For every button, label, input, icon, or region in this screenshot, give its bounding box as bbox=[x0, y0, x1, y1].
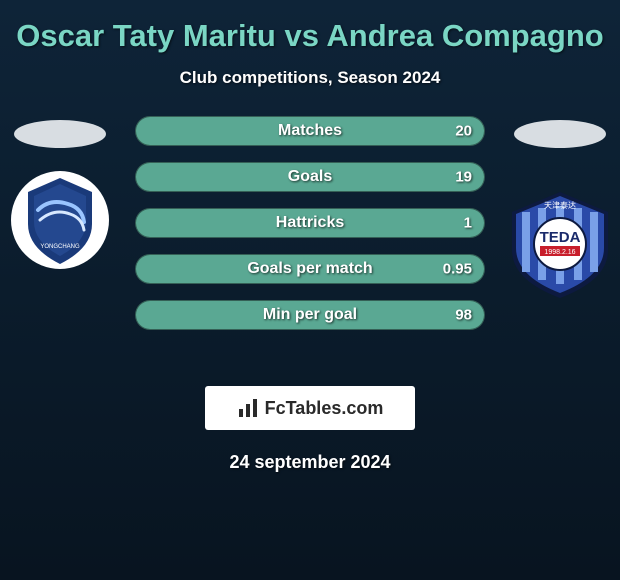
branding-icon bbox=[237, 397, 259, 419]
player-left-slot: YONGCHANG bbox=[10, 120, 110, 270]
stat-label: Hattricks bbox=[276, 214, 344, 232]
club-left-text: YONGCHANG bbox=[40, 244, 80, 250]
player-left-avatar bbox=[14, 120, 106, 148]
branding-box: FcTables.com bbox=[205, 386, 415, 430]
club-left-badge: YONGCHANG bbox=[10, 170, 110, 270]
stat-row: Hattricks 1 bbox=[135, 208, 485, 238]
stat-value-right: 98 bbox=[455, 307, 472, 324]
stat-value-right: 19 bbox=[455, 169, 472, 186]
page-title: Oscar Taty Maritu vs Andrea Compagno bbox=[0, 0, 620, 54]
branding-text: FcTables.com bbox=[265, 398, 384, 419]
club-right-badge-svg: TEDA 1998.2.16 天津泰达 bbox=[504, 188, 616, 300]
stat-value-right: 20 bbox=[455, 123, 472, 140]
comparison-stage: YONGCHANG TEDA 1998.2.16 bbox=[0, 116, 620, 366]
stat-label: Goals bbox=[288, 168, 332, 186]
stat-row: Goals per match 0.95 bbox=[135, 254, 485, 284]
club-right-text: TEDA bbox=[540, 229, 581, 246]
player-right-slot: TEDA 1998.2.16 天津泰达 bbox=[510, 120, 610, 300]
svg-text:天津泰达: 天津泰达 bbox=[544, 200, 576, 210]
stat-label: Matches bbox=[278, 122, 342, 140]
stat-row: Matches 20 bbox=[135, 116, 485, 146]
stat-value-right: 1 bbox=[464, 215, 472, 232]
stat-value-right: 0.95 bbox=[443, 261, 472, 278]
date-text: 24 september 2024 bbox=[0, 452, 620, 473]
stat-bars: Matches 20 Goals 19 Hattricks 1 Goals per matc… bbox=[135, 116, 485, 330]
stat-row: Min per goal 98 bbox=[135, 300, 485, 330]
player-right-avatar bbox=[514, 120, 606, 148]
club-right-year: 1998.2.16 bbox=[544, 249, 575, 256]
club-right-badge: TEDA 1998.2.16 天津泰达 bbox=[504, 188, 616, 300]
subtitle: Club competitions, Season 2024 bbox=[0, 68, 620, 88]
club-left-badge-svg: YONGCHANG bbox=[10, 170, 110, 270]
stat-row: Goals 19 bbox=[135, 162, 485, 192]
stat-label: Goals per match bbox=[247, 260, 372, 278]
stat-label: Min per goal bbox=[263, 306, 357, 324]
